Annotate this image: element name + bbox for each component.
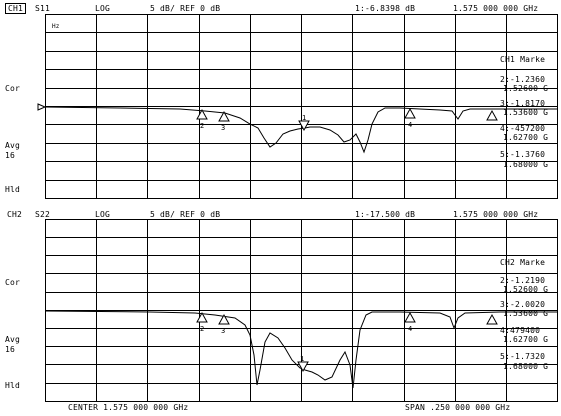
ch1-format: LOG	[95, 4, 111, 13]
svg-text:1: 1	[302, 114, 306, 122]
ch2-averaging-count: 16	[5, 345, 16, 354]
ch2-marker-frequency: 1.575 000 000 GHz	[453, 210, 539, 219]
ch1-corner-symbol: Hz	[52, 23, 60, 30]
ch1-marker-2-icon[interactable]: 2	[196, 108, 208, 130]
ch2-marker-3-freq: 1.53600 G	[503, 309, 549, 318]
ch1-marker-4-freq: 1.62700 G	[503, 133, 549, 142]
svg-text:2: 2	[200, 122, 204, 130]
ch2-marker-5-freq: 1.68000 G	[503, 362, 549, 371]
ch2-correction-label: Cor	[5, 278, 21, 287]
svg-text:4: 4	[408, 121, 412, 129]
ch2-marker-3-icon[interactable]: 3	[218, 313, 230, 335]
ch1-marker-4-value: 4:-457200	[500, 124, 546, 133]
ch1-correction-label: Cor	[5, 84, 21, 93]
ch1-marker-3-value: 3:-1.8170	[500, 99, 546, 108]
ch2-marker-1-icon[interactable]: 1	[297, 355, 309, 373]
ch1-marker-readout: 1:-6.8398 dB	[355, 4, 416, 13]
ch2-marker-5-value: 5:-1.7320	[500, 352, 546, 361]
ch2-marker-4-icon[interactable]: 4	[404, 311, 416, 333]
ch2-marker-3-value: 3:-2.0020	[500, 300, 546, 309]
ch2-graticule	[45, 219, 558, 402]
svg-text:3: 3	[221, 327, 225, 335]
ch1-marker-3-icon[interactable]: 3	[218, 110, 230, 132]
ch2-trace	[44, 310, 557, 389]
svg-text:1: 1	[300, 355, 304, 363]
ch2-scale: 5 dB/ REF 0 dB	[150, 210, 221, 219]
ch1-averaging-label: Avg	[5, 141, 21, 150]
ch1-marker-4-icon[interactable]: 4	[404, 107, 416, 129]
ch2-marker-5-icon[interactable]	[486, 313, 498, 325]
ch2-marker-2-value: 2:-1.2190	[500, 276, 546, 285]
ch2-hold-label: Hld	[5, 381, 21, 390]
ch2-marker-table-title: CH2 Marke	[500, 258, 546, 267]
svg-text:2: 2	[200, 325, 204, 333]
svg-text:4: 4	[408, 325, 412, 333]
ch1-marker-2-value: 2:-1.2360	[500, 75, 546, 84]
ch1-marker-table-title: CH1 Marke	[500, 55, 546, 64]
ch1-channel-label[interactable]: CH1	[5, 3, 27, 14]
center-frequency: CENTER 1.575 000 000 GHz	[68, 403, 189, 412]
ch1-marker-3-freq: 1.53600 G	[503, 108, 549, 117]
ch1-marker-1-icon[interactable]: 1	[298, 114, 310, 132]
svg-text:3: 3	[221, 124, 225, 132]
ch1-marker-frequency: 1.575 000 000 GHz	[453, 4, 539, 13]
ch1-marker-5-value: 5:-1.3760	[500, 150, 546, 159]
ch2-parameter: S22	[35, 210, 51, 219]
ch2-channel-label[interactable]: CH2	[7, 210, 23, 219]
ch2-format: LOG	[95, 210, 111, 219]
ch2-marker-4-freq: 1.62700 G	[503, 335, 549, 344]
ch2-marker-4-value: 4:479400	[500, 326, 541, 335]
ch2-averaging-label: Avg	[5, 335, 21, 344]
ch2-marker-readout: 1:-17.500 dB	[355, 210, 416, 219]
ch1-hold-label: Hld	[5, 185, 21, 194]
ch2-marker-2-icon[interactable]: 2	[196, 311, 208, 333]
ch1-averaging-count: 16	[5, 151, 16, 160]
ch1-marker-5-icon[interactable]	[486, 109, 498, 121]
ch1-parameter: S11	[35, 4, 51, 13]
ch1-graticule	[45, 14, 558, 199]
ch1-trace	[44, 106, 557, 154]
ch1-marker-5-freq: 1.68000 G	[503, 160, 549, 169]
span-frequency: SPAN .250 000 000 GHz	[405, 403, 511, 412]
ch1-reference-pointer-icon	[37, 103, 47, 111]
ch2-marker-2-freq: 1.52600 G	[503, 285, 549, 294]
ch1-scale: 5 dB/ REF 0 dB	[150, 4, 221, 13]
